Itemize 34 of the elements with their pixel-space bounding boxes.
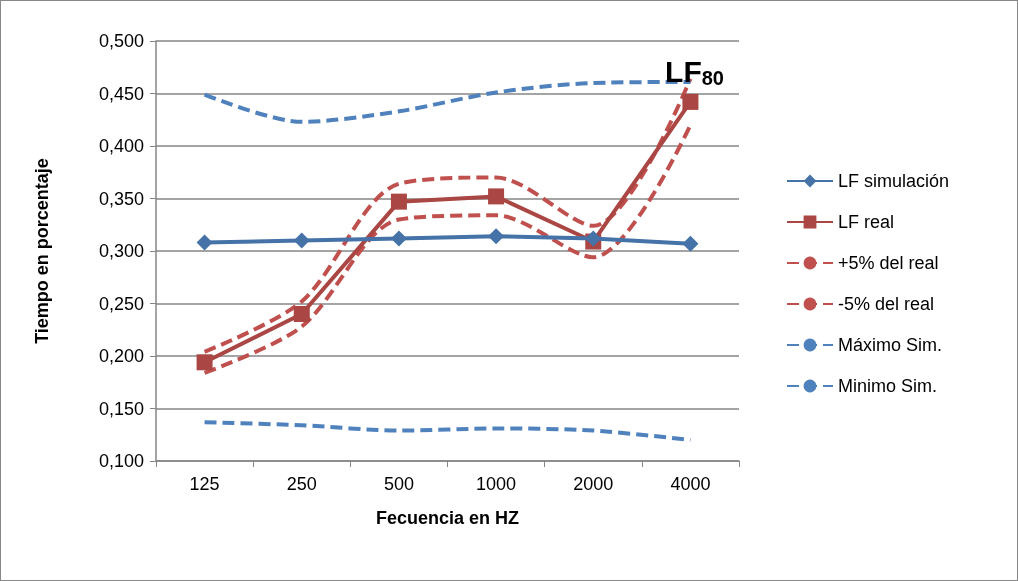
legend-label: Máximo Sim. bbox=[838, 335, 943, 355]
x-tick-label: 1000 bbox=[476, 474, 517, 494]
legend-label: LF real bbox=[838, 212, 895, 232]
line-series bbox=[202, 420, 693, 442]
point bbox=[196, 354, 213, 371]
y-tick-label: 0,450 bbox=[98, 83, 144, 104]
y-tick-label: 0,150 bbox=[98, 398, 144, 419]
y-tick-label: 0,350 bbox=[98, 188, 144, 209]
point bbox=[488, 228, 505, 245]
x-tick-label: 500 bbox=[383, 474, 414, 494]
point bbox=[390, 193, 407, 210]
x-tick-label: 2000 bbox=[573, 474, 614, 494]
y-tick-label: 0,200 bbox=[98, 346, 144, 366]
legend-label: LF simulación bbox=[838, 171, 950, 191]
x-tick-label: 250 bbox=[286, 474, 317, 494]
y-tick-label: 0,400 bbox=[98, 136, 144, 156]
x-tick-label: 125 bbox=[189, 474, 220, 494]
point bbox=[488, 188, 505, 205]
legend-label: +5% del real bbox=[838, 253, 939, 273]
point bbox=[682, 93, 699, 110]
y-axis-title: Tiempo en porcentaje bbox=[32, 158, 52, 344]
y-tick-label: 0,250 bbox=[98, 293, 144, 314]
point bbox=[293, 306, 310, 322]
y-tick-label: 0,300 bbox=[98, 241, 144, 261]
y-tick-label: 0,500 bbox=[98, 31, 144, 51]
legend-label: Minimo Sim. bbox=[838, 376, 938, 396]
x-axis-title: Fecuencia en HZ bbox=[375, 508, 520, 528]
legend-label: -5% del real bbox=[838, 294, 935, 314]
point bbox=[682, 235, 699, 252]
x-tick-label: 4000 bbox=[670, 474, 711, 494]
y-tick-label: 0,100 bbox=[98, 451, 144, 471]
point bbox=[196, 234, 213, 251]
point bbox=[390, 230, 407, 247]
point bbox=[293, 232, 310, 249]
